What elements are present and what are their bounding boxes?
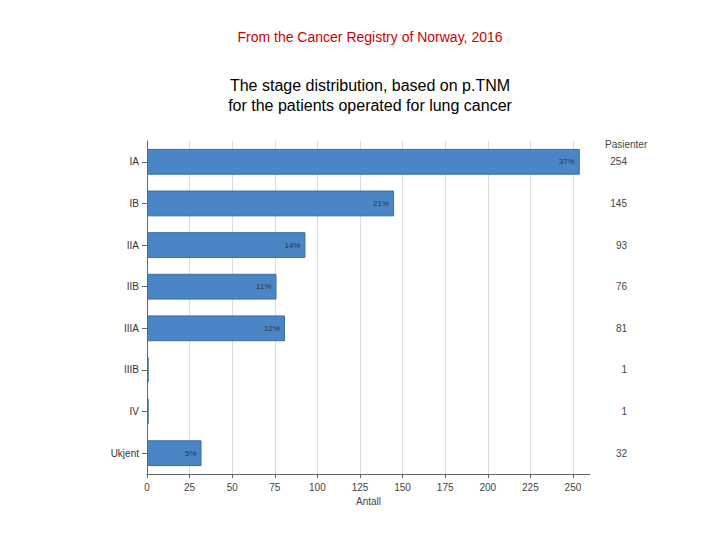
svg-text:From the Cancer Registry of No: From the Cancer Registry of Norway, 2016 <box>237 29 502 45</box>
svg-text:11%: 11% <box>256 282 271 291</box>
svg-text:IV: IV <box>130 406 140 417</box>
svg-text:225: 225 <box>522 482 539 493</box>
svg-text:5%: 5% <box>185 449 197 458</box>
svg-text:81: 81 <box>616 323 628 334</box>
svg-text:145: 145 <box>610 198 627 209</box>
svg-text:32: 32 <box>616 448 628 459</box>
svg-text:14%: 14% <box>284 241 300 250</box>
svg-text:250: 250 <box>565 482 582 493</box>
svg-text:200: 200 <box>479 482 496 493</box>
svg-text:125: 125 <box>352 482 369 493</box>
svg-text:Antall: Antall <box>356 496 381 507</box>
svg-text:100: 100 <box>309 482 326 493</box>
svg-text:IIIB: IIIB <box>124 364 139 375</box>
svg-text:21%: 21% <box>373 199 389 208</box>
svg-text:IB: IB <box>130 198 140 209</box>
svg-text:Ukjent: Ukjent <box>111 448 140 459</box>
svg-text:75: 75 <box>269 482 281 493</box>
svg-text:IA: IA <box>130 156 140 167</box>
svg-text:254: 254 <box>610 156 627 167</box>
svg-text:IIIA: IIIA <box>124 323 139 334</box>
svg-text:37%: 37% <box>559 157 575 166</box>
svg-text:76: 76 <box>616 281 628 292</box>
svg-text:50: 50 <box>227 482 239 493</box>
svg-text:1: 1 <box>621 364 627 375</box>
svg-text:Pasienter: Pasienter <box>605 139 648 150</box>
svg-text:IIA: IIA <box>127 240 140 251</box>
svg-text:for the patients operated for: for the patients operated for lung cance… <box>228 97 512 114</box>
svg-text:12%: 12% <box>264 324 280 333</box>
svg-text:The stage distribution, based: The stage distribution, based on p.TNM <box>230 77 510 94</box>
svg-text:1: 1 <box>621 406 627 417</box>
svg-text:0: 0 <box>144 482 150 493</box>
svg-text:IIB: IIB <box>127 281 140 292</box>
svg-text:93: 93 <box>616 240 628 251</box>
svg-text:25: 25 <box>184 482 196 493</box>
svg-text:150: 150 <box>394 482 411 493</box>
svg-text:175: 175 <box>437 482 454 493</box>
